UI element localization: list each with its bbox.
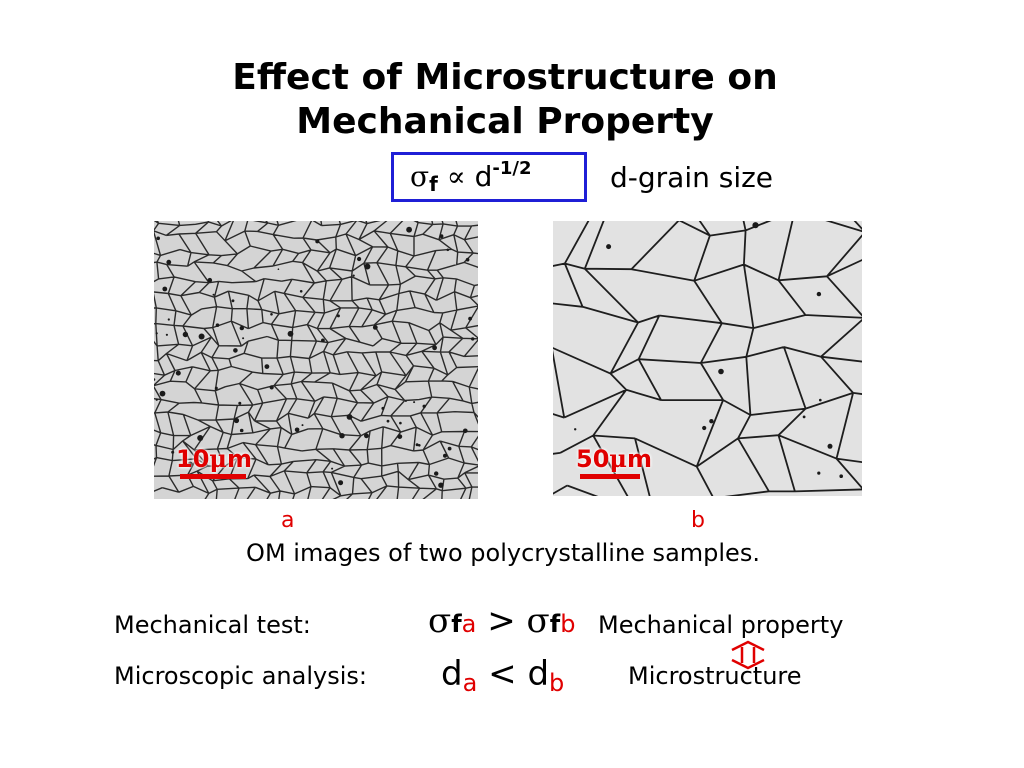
slide-title: Effect of Microstructure on Mechanical P… [0,56,1010,144]
micrograph-b [553,221,862,496]
formula-sigma-subscript: f [429,172,438,196]
scale-b-mu: μ [609,444,627,473]
scale-b-number: 50 [576,445,610,473]
scale-b-unit: m [626,445,652,473]
formula-exponent: -1/2 [492,158,532,179]
scale-a-unit: m [226,445,252,473]
strength-comparison: σfa > σfb [428,601,575,644]
sigma-b-sub: b [560,610,576,638]
images-caption: OM images of two polycrystalline samples… [246,539,760,567]
scale-label-b: 50μm [576,444,652,473]
hall-petch-formula-box: σf ∝ d-1/2 [391,152,587,202]
mechanical-property-label: Mechanical property [598,611,844,639]
formula-sigma: σ [410,160,430,193]
scale-label-a: 10μm [176,444,252,473]
sigma-a-sub: a [461,610,477,638]
slide-title-line-2: Mechanical Property [296,101,714,142]
d-b-sub: b [549,669,565,697]
proportional-symbol: ∝ [446,160,466,193]
grain-size-note: d-grain size [610,161,774,194]
scale-a-number: 10 [176,445,210,473]
greater-than: > [487,601,516,641]
d-a: d [441,654,463,694]
d-b: d [527,654,550,694]
scale-bar-b [580,474,640,479]
micrograph-a-texture [154,221,478,499]
d-a-sub: a [462,669,478,697]
sigma-b: σ [526,601,550,641]
figure-label-b: b [691,508,705,533]
figure-label-a: a [281,508,295,533]
microscopic-analysis-label: Microscopic analysis: [114,662,367,690]
micrograph-a [154,221,478,499]
slide-title-line-1: Effect of Microstructure on [232,57,778,98]
microstructure-label: Microstructure [628,662,802,690]
mechanical-test-label: Mechanical test: [114,611,311,639]
sigma-a: σ [428,601,452,641]
grain-size-comparison: da < db [441,654,564,697]
scale-a-mu: μ [209,444,227,473]
micrograph-b-texture [553,221,862,496]
sigma-b-f: f [549,610,561,638]
sigma-a-f: f [451,610,462,638]
less-than: < [488,654,517,694]
double-arrow-vertical-icon [731,640,765,670]
formula-d: d [474,160,493,193]
scale-bar-a [180,474,246,479]
